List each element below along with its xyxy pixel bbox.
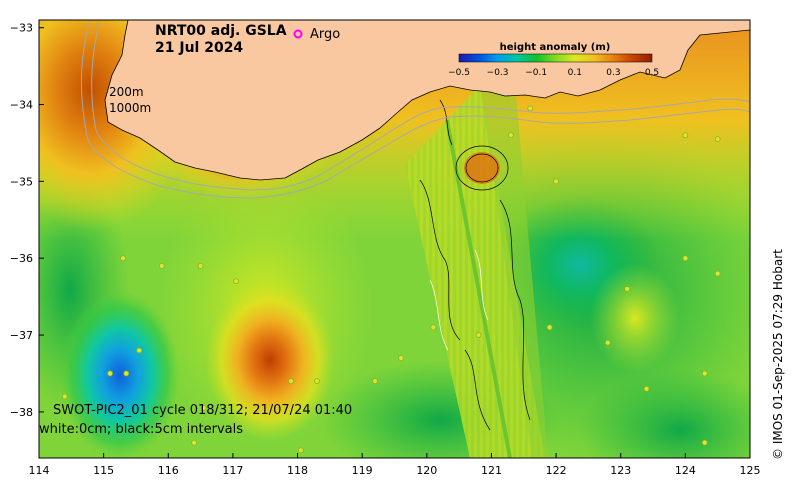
y-axis-ticks: −33 −34 −35 −36 −37 −38 xyxy=(10,22,44,419)
argo-float-marker xyxy=(430,324,437,331)
y-tick-label: −37 xyxy=(10,329,33,342)
argo-float-marker xyxy=(682,255,689,262)
argo-float-marker xyxy=(136,347,143,354)
colorbar-title: height anomaly (m) xyxy=(500,42,611,53)
argo-float-marker xyxy=(624,286,631,292)
argo-float-marker xyxy=(546,324,553,331)
argo-float-marker xyxy=(120,255,126,262)
y-tick-label: −36 xyxy=(10,252,33,265)
argo-float-marker xyxy=(158,262,165,269)
x-tick-label: 118 xyxy=(287,464,308,477)
colorbar-tick-label: −0.3 xyxy=(487,68,509,78)
argo-float-marker xyxy=(682,132,689,139)
y-tick-label: −33 xyxy=(10,22,33,35)
swath-caption-line1: SWOT-PIC2_01 cycle 018/312; 21/07/24 01:… xyxy=(53,403,352,418)
argo-float-marker xyxy=(288,378,294,385)
argo-float-marker xyxy=(233,278,240,285)
argo-float-marker xyxy=(475,332,482,338)
y-tick-label: −34 xyxy=(10,99,33,112)
colorbar-tick-label: 0.3 xyxy=(606,68,620,78)
argo-float-marker xyxy=(398,355,404,362)
x-tick-label: 120 xyxy=(416,464,437,477)
argo-legend-marker xyxy=(293,29,303,39)
x-tick-label: 114 xyxy=(29,464,50,477)
title-line2: 21 Jul 2024 xyxy=(155,40,243,56)
swath-caption-line2: white:0cm; black:5cm intervals xyxy=(39,422,243,437)
x-axis-ticks: 114 115 116 117 118 119 120 121 122 123 124 125 xyxy=(29,453,761,477)
x-tick-label: 122 xyxy=(546,464,567,477)
colorbar-tick-label: 0.1 xyxy=(568,68,582,78)
argo-float-marker xyxy=(527,105,534,112)
argo-float-marker xyxy=(701,370,708,377)
x-tick-label: 119 xyxy=(352,464,373,477)
argo-float-marker xyxy=(314,378,320,385)
x-tick-label: 115 xyxy=(93,464,114,477)
argo-float-marker xyxy=(123,370,130,377)
y-tick-label: −38 xyxy=(10,406,33,419)
x-tick-label: 125 xyxy=(740,464,761,477)
colorbar: height anomaly (m) −0.5 −0.3 −0.1 0.1 0.3 0.5 xyxy=(448,42,659,78)
argo-float-marker xyxy=(372,378,379,385)
argo-float-marker xyxy=(714,270,721,277)
argo-float-marker xyxy=(107,370,113,377)
copyright-label: © IMOS 01-Sep-2025 07:29 Hobart xyxy=(771,249,785,460)
x-tick-label: 116 xyxy=(158,464,179,477)
colorbar-ticks: −0.5 −0.3 −0.1 0.1 0.3 0.5 xyxy=(448,68,659,78)
colorbar-tick-label: −0.1 xyxy=(525,68,547,78)
colorbar-ramp xyxy=(458,53,653,63)
argo-float-marker xyxy=(507,132,514,139)
colorbar-tick-label: 0.5 xyxy=(645,68,659,78)
colorbar-tick-label: −0.5 xyxy=(448,68,470,78)
x-tick-label: 117 xyxy=(222,464,243,477)
x-tick-label: 123 xyxy=(610,464,631,477)
isobath-contours xyxy=(80,20,750,199)
argo-float-markers xyxy=(61,105,721,454)
plot-frame xyxy=(38,19,751,459)
argo-float-marker xyxy=(297,447,304,454)
argo-float-marker xyxy=(200,405,207,411)
argo-float-marker xyxy=(553,178,559,185)
argo-float-marker xyxy=(604,339,611,346)
argo-float-marker xyxy=(701,439,708,446)
argo-legend-label: Argo xyxy=(310,27,340,42)
depth-label-200m: 200m xyxy=(109,85,144,99)
argo-float-marker xyxy=(191,439,198,446)
argo-float-marker xyxy=(714,136,721,143)
title-line1: NRT00 adj. GSLA xyxy=(155,23,287,39)
argo-float-marker xyxy=(61,393,68,400)
depth-label-1000m: 1000m xyxy=(109,101,151,115)
x-tick-label: 121 xyxy=(481,464,502,477)
x-tick-label: 124 xyxy=(675,464,696,477)
swot-swath xyxy=(405,85,548,458)
argo-float-marker xyxy=(197,262,204,269)
y-tick-label: −35 xyxy=(10,175,33,188)
argo-float-marker xyxy=(643,385,650,392)
